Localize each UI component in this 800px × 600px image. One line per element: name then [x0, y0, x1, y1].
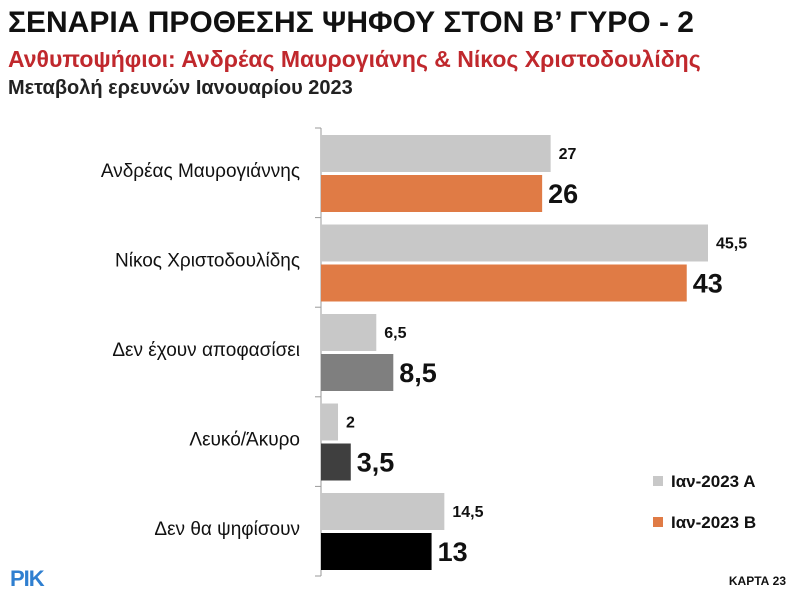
bar-series-a: [321, 403, 339, 441]
bar-series-a: [321, 493, 445, 530]
data-label-series-b: 43: [693, 269, 723, 299]
category-label: Ανδρέας Μαυρογιάννης: [101, 161, 300, 182]
data-label-series-a: 27: [559, 146, 577, 163]
category-label: Νίκος Χριστοδουλίδης: [115, 251, 300, 272]
chart-subtitle: Ανθυποψήφιοι: Ανδρέας Μαυρογιάνης & Νίκο…: [8, 46, 701, 72]
data-label-series-a: 6,5: [384, 325, 406, 342]
chart-caption: Μεταβολή ερευνών Ιανουαρίου 2023: [8, 77, 353, 99]
legend-label: Ιαν-2023 Β: [671, 513, 756, 532]
data-label-series-b: 8,5: [399, 358, 437, 388]
category-label: Λευκό/Άκυρο: [189, 430, 300, 451]
rik-logo: ΡΙΚ: [10, 566, 45, 591]
data-label-series-a: 45,5: [716, 236, 747, 253]
map-id: ΚΑΡΤΑ 23: [728, 574, 786, 588]
legend-swatch: [653, 517, 663, 527]
bar-series-b: [321, 354, 394, 391]
data-label-series-b: 13: [438, 537, 468, 567]
legend-label: Ιαν-2023 Α: [671, 472, 755, 491]
bar-series-b: [321, 264, 687, 302]
data-label-series-b: 26: [548, 179, 578, 209]
category-label: Δεν θα ψηφίσουν: [154, 519, 300, 540]
category-label: Δεν έχουν αποφασίσει: [112, 340, 300, 361]
bar-series-a: [321, 314, 377, 351]
bar-series-b: [321, 175, 543, 212]
data-label-series-a: 2: [346, 415, 355, 432]
data-label-series-a: 14,5: [452, 504, 483, 521]
bar-series-a: [321, 135, 551, 172]
chart-title: ΣΕΝΑΡΙΑ ΠΡΟΘΕΣΗΣ ΨΗΦΟΥ ΣΤΟΝ Β’ ΓΥΡΟ - 2: [8, 6, 694, 39]
bar-series-b: [321, 443, 351, 481]
data-label-series-b: 3,5: [357, 448, 395, 478]
bar-series-b: [321, 533, 432, 570]
bar-series-a: [321, 224, 708, 262]
legend-swatch: [653, 476, 663, 486]
